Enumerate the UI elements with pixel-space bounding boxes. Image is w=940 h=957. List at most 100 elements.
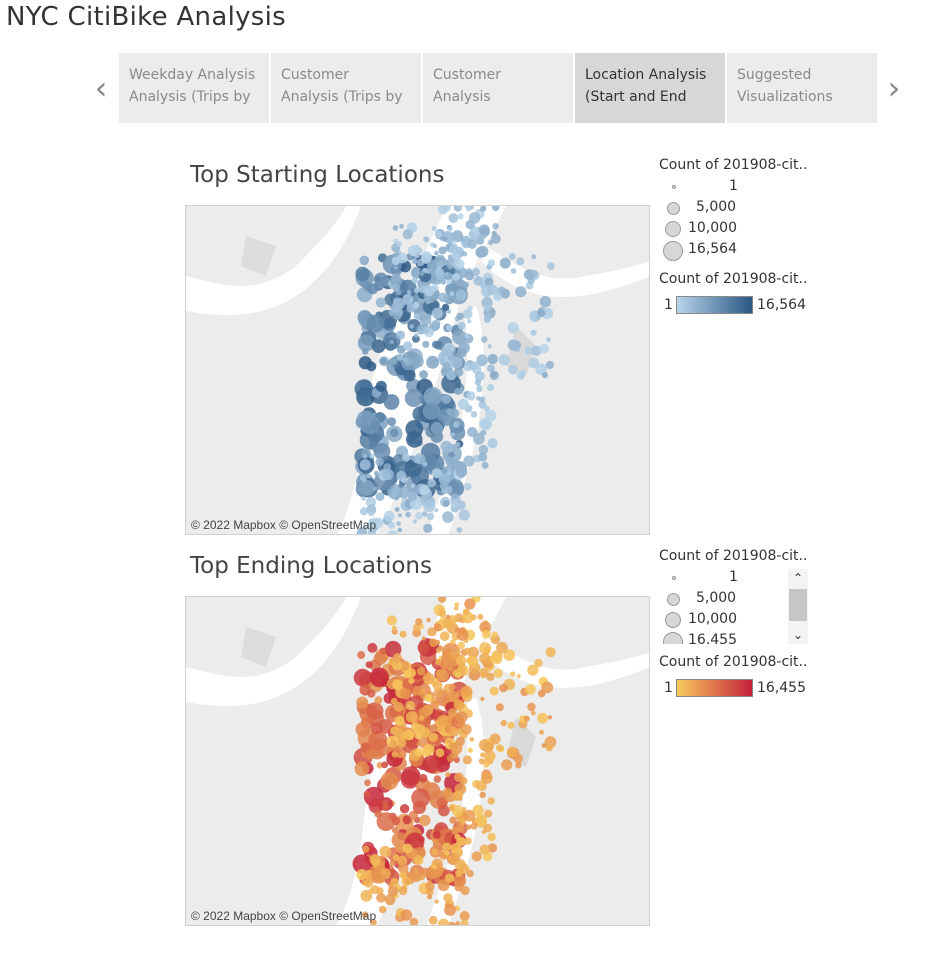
station-dot[interactable] (412, 335, 420, 343)
station-dot[interactable] (450, 432, 455, 437)
station-dot[interactable] (379, 845, 392, 858)
station-dot[interactable] (442, 618, 453, 629)
station-dot[interactable] (438, 610, 447, 618)
station-dot[interactable] (480, 752, 485, 758)
station-dot[interactable] (437, 260, 444, 268)
legend-scrollbar[interactable]: ⌃ ⌄ (788, 569, 808, 644)
station-dot[interactable] (508, 253, 516, 260)
station-dot[interactable] (418, 873, 426, 881)
station-dot[interactable] (368, 798, 383, 814)
station-dot[interactable] (366, 702, 384, 720)
station-dot[interactable] (393, 653, 402, 662)
station-dot[interactable] (462, 309, 473, 319)
station-dot[interactable] (501, 759, 513, 771)
station-dot[interactable] (458, 342, 470, 354)
station-dot[interactable] (461, 724, 472, 735)
station-dot[interactable] (425, 298, 431, 305)
station-dot[interactable] (469, 361, 479, 371)
station-dot[interactable] (438, 246, 447, 255)
station-dot[interactable] (394, 496, 399, 501)
station-dot[interactable] (466, 824, 472, 830)
station-dot[interactable] (450, 639, 456, 645)
station-dot[interactable] (419, 851, 426, 858)
station-dot[interactable] (499, 683, 508, 693)
station-dot[interactable] (375, 297, 386, 308)
station-dot[interactable] (470, 614, 477, 621)
station-dot[interactable] (481, 829, 486, 835)
station-dot[interactable] (368, 888, 374, 894)
station-dot[interactable] (423, 500, 435, 513)
station-dot[interactable] (391, 358, 398, 365)
station-dot[interactable] (455, 442, 461, 448)
station-dot[interactable] (487, 353, 498, 365)
station-dot[interactable] (366, 473, 371, 479)
station-dot[interactable] (445, 873, 455, 883)
station-dot[interactable] (419, 313, 432, 326)
station-dot[interactable] (474, 371, 485, 382)
station-dot[interactable] (489, 370, 499, 380)
station-dot[interactable] (365, 496, 377, 508)
station-dot[interactable] (413, 855, 424, 865)
station-dot[interactable] (397, 527, 403, 533)
station-dot[interactable] (425, 268, 432, 274)
station-dot[interactable] (411, 258, 418, 265)
station-dot[interactable] (462, 281, 469, 288)
station-dot[interactable] (491, 230, 497, 237)
station-dot[interactable] (481, 336, 488, 343)
station-dot[interactable] (534, 658, 543, 668)
station-dot[interactable] (507, 322, 519, 334)
station-dot[interactable] (369, 453, 375, 459)
station-dot[interactable] (452, 330, 467, 345)
station-dot[interactable] (389, 339, 395, 345)
station-dot[interactable] (446, 371, 455, 380)
station-dot[interactable] (453, 367, 464, 377)
station-dot[interactable] (392, 660, 402, 671)
station-dot[interactable] (453, 699, 465, 711)
station-dot[interactable] (380, 772, 399, 790)
station-dot[interactable] (382, 468, 394, 481)
station-dot[interactable] (412, 867, 419, 874)
station-dot[interactable] (367, 642, 378, 653)
station-dot[interactable] (376, 887, 384, 895)
station-dot[interactable] (378, 905, 387, 914)
station-dot[interactable] (484, 809, 493, 818)
station-dot[interactable] (458, 509, 470, 521)
station-dot[interactable] (454, 602, 460, 607)
station-dot[interactable] (358, 387, 372, 402)
station-dot[interactable] (478, 444, 489, 455)
station-dot[interactable] (371, 858, 380, 867)
station-dot[interactable] (391, 827, 399, 834)
station-dot[interactable] (358, 479, 375, 496)
station-dot[interactable] (364, 749, 375, 760)
station-dot[interactable] (391, 273, 401, 283)
station-dot[interactable] (450, 500, 459, 509)
station-dot[interactable] (438, 473, 451, 486)
station-dot[interactable] (421, 511, 428, 517)
station-dot[interactable] (435, 658, 442, 666)
station-dot[interactable] (403, 670, 412, 679)
station-dot[interactable] (432, 831, 441, 839)
station-dot[interactable] (464, 333, 470, 339)
station-dot[interactable] (419, 814, 431, 827)
station-dot[interactable] (467, 319, 472, 324)
station-dot[interactable] (376, 893, 386, 903)
station-dot[interactable] (478, 400, 487, 409)
station-dot[interactable] (451, 252, 461, 261)
station-dot[interactable] (375, 380, 387, 392)
station-dot[interactable] (447, 690, 459, 702)
station-dot[interactable] (463, 809, 476, 822)
station-dot[interactable] (437, 206, 448, 215)
station-dot[interactable] (361, 911, 369, 918)
station-dot[interactable] (451, 827, 459, 835)
station-dot[interactable] (428, 732, 438, 742)
station-dot[interactable] (487, 344, 492, 349)
station-dot[interactable] (446, 470, 452, 476)
station-dot[interactable] (481, 772, 493, 784)
station-dot[interactable] (447, 921, 457, 926)
station-dot[interactable] (414, 747, 424, 757)
station-dot[interactable] (492, 223, 499, 230)
tab-weekday-analysis[interactable]: Weekday Analysis Analysis (Trips by (119, 53, 269, 123)
station-dot[interactable] (470, 411, 478, 418)
station-dot[interactable] (434, 508, 439, 513)
station-dot[interactable] (404, 878, 411, 885)
